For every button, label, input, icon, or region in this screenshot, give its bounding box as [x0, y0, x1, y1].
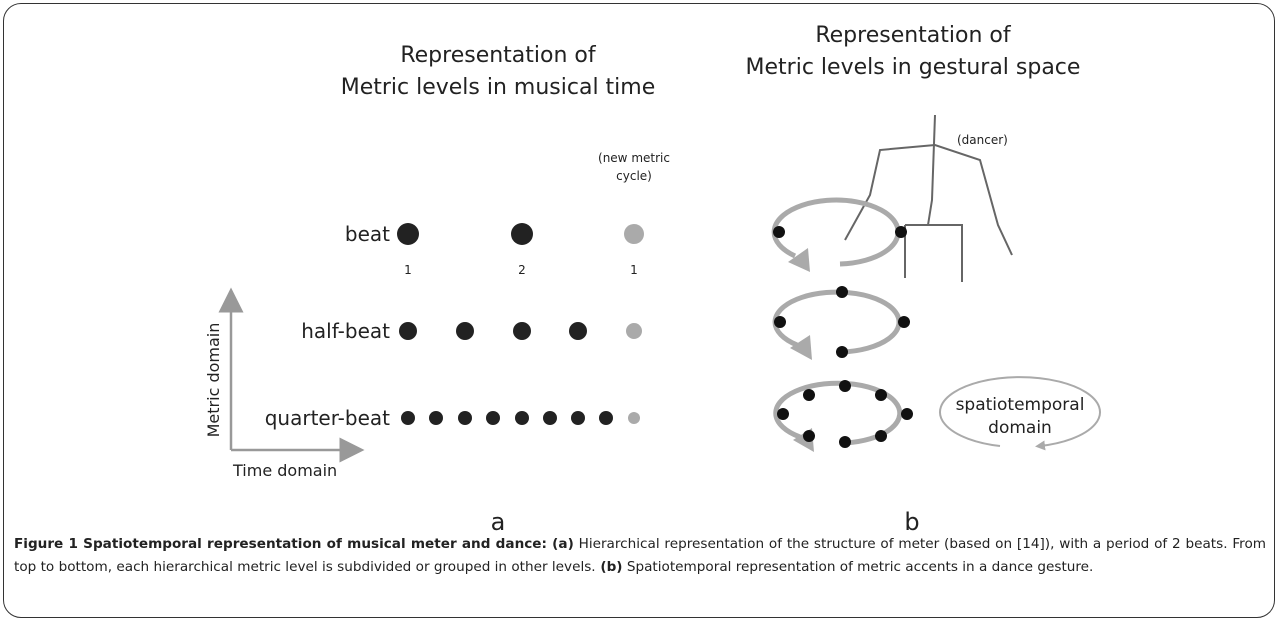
new-cycle-note: cycle) — [616, 169, 652, 183]
beat-number: 2 — [518, 263, 526, 277]
beat-number: 1 — [630, 263, 638, 277]
title-a: Metric levels in musical time — [341, 75, 656, 100]
gesture-dots — [773, 226, 913, 448]
panel-letter: a — [491, 508, 506, 536]
beat-number: 1 — [404, 263, 412, 277]
cycle-arrowheads — [788, 248, 814, 452]
axes — [218, 287, 365, 463]
level-label: quarter-beat — [265, 406, 390, 430]
title-b: Metric levels in gestural space — [746, 55, 1081, 80]
level-label: beat — [345, 222, 390, 246]
caption-text: Hierarchical representation of the struc… — [14, 536, 1267, 575]
caption-text: Spatiotemporal representation of metric … — [622, 559, 1094, 575]
caption-bold: (b) — [595, 559, 623, 575]
caption-bold: (a) — [546, 536, 574, 552]
beat-dots — [397, 223, 644, 425]
caption: Figure 1 Spatiotemporal representation o… — [14, 533, 1266, 579]
y-axis-label: Metric domain — [204, 323, 223, 438]
title-a: Representation of — [400, 43, 597, 68]
figure-frame — [3, 3, 1275, 618]
dancer-label: (dancer) — [957, 133, 1008, 147]
caption-heading: Figure 1 Spatiotemporal representation o… — [14, 536, 542, 552]
level-label: half-beat — [301, 319, 390, 343]
caption-bold: : — [541, 536, 547, 552]
panel-letter: b — [904, 508, 919, 536]
x-axis-label: Time domain — [232, 461, 337, 480]
domain-loop — [939, 376, 1101, 451]
new-cycle-note: (new metric — [598, 151, 670, 165]
title-b: Representation of — [815, 23, 1012, 48]
domain-label: spatiotemporal — [956, 395, 1085, 415]
domain-label: domain — [988, 418, 1052, 438]
cycles — [771, 197, 903, 446]
